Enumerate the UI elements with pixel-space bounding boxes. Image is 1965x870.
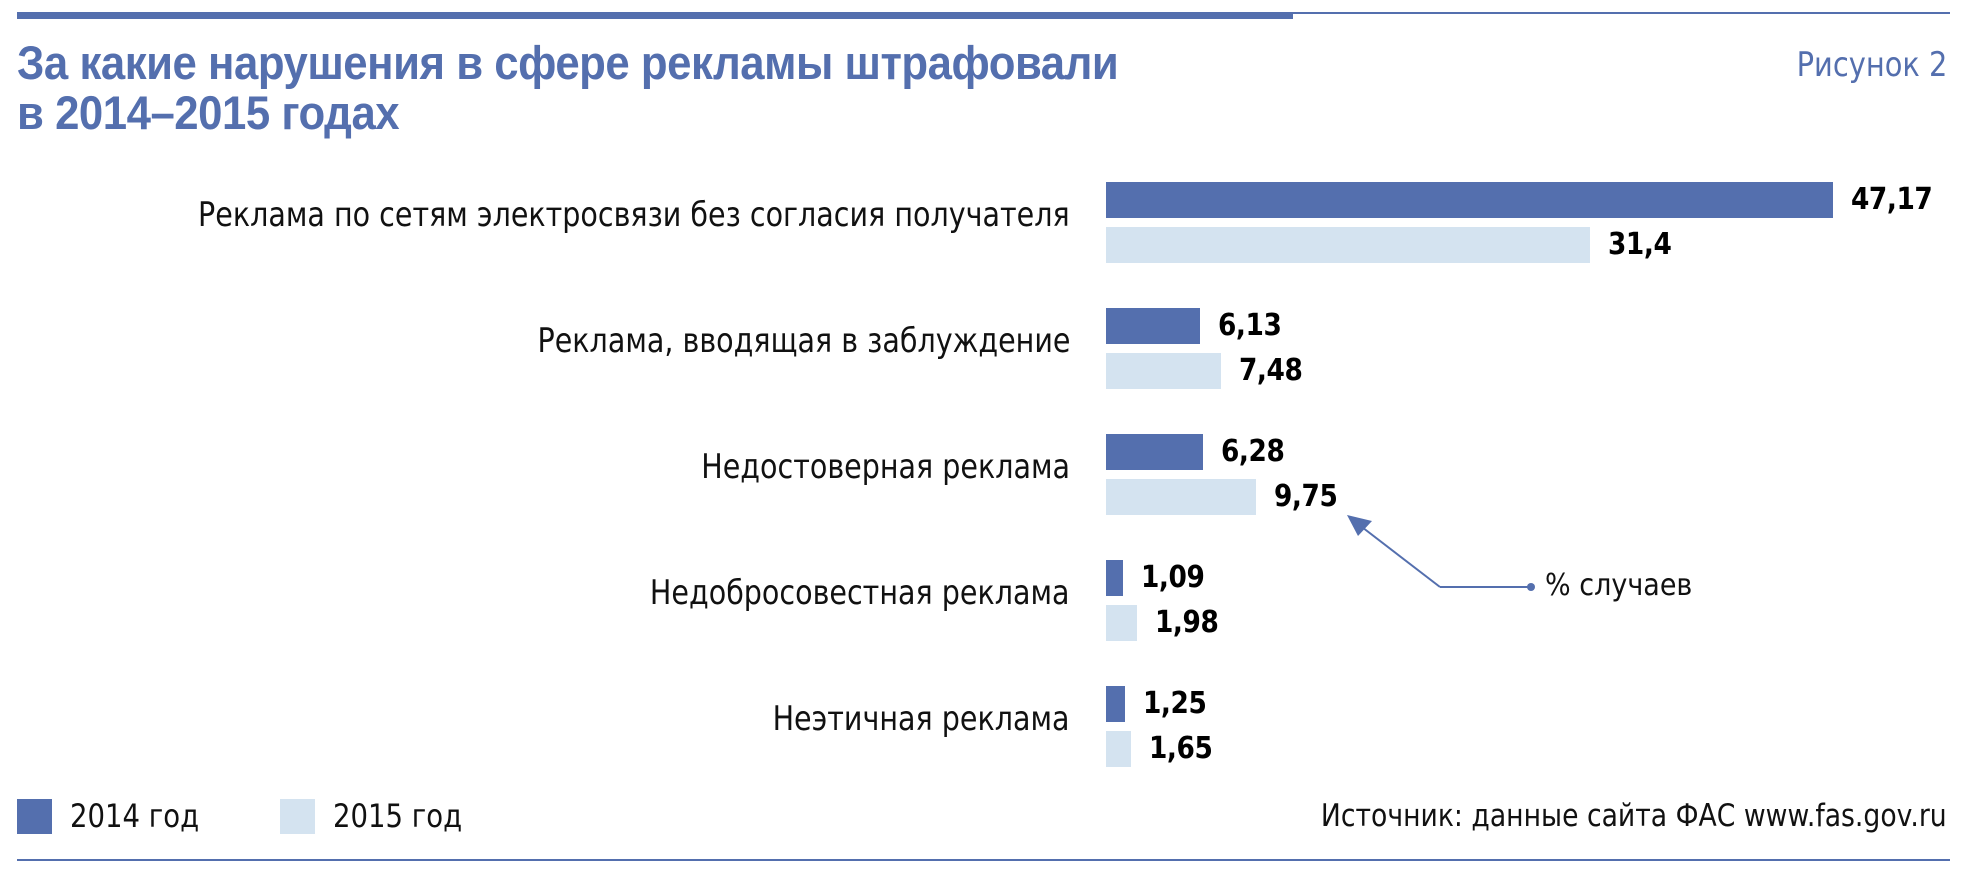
chart-title-line-2: в 2014–2015 годах (17, 86, 400, 139)
bar-value-label: 7,48 (1239, 353, 1303, 388)
bar-2014 (1106, 686, 1126, 722)
bar-2015 (1106, 479, 1257, 515)
bar-value-label: 9,75 (1274, 479, 1338, 514)
category-label: Недобросовестная реклама (650, 573, 1070, 613)
bar-value-label: 1,09 (1140, 560, 1205, 595)
bar-value-label: 6,28 (1220, 434, 1285, 469)
bar-value-label: 1,98 (1154, 605, 1219, 640)
bar-2014 (1106, 308, 1201, 344)
chart-title-line-1: За какие нарушения в сфере рекламы штраф… (17, 36, 1119, 89)
bar-2014 (1106, 560, 1123, 596)
bar-value-label: 1,25 (1143, 686, 1207, 721)
bar-2015 (1106, 605, 1137, 641)
bar-value-label: 47,17 (1851, 182, 1933, 217)
category-label: Реклама по сетям электросвязи без соглас… (198, 195, 1070, 235)
legend-swatch-2015 (280, 799, 315, 834)
legend-label-2015: 2015 год (333, 797, 463, 835)
bar-2015 (1106, 227, 1590, 263)
legend-swatch-2014 (17, 799, 52, 834)
bar-2014 (1106, 182, 1833, 218)
category-label: Недостоверная реклама (701, 447, 1070, 487)
bar-2015 (1106, 353, 1222, 389)
bar-value-label: 6,13 (1218, 308, 1282, 343)
category-label: Реклама, вводящая в заблуждение (537, 321, 1070, 361)
category-label: Неэтичная реклама (773, 699, 1070, 739)
bar-2014 (1106, 434, 1203, 470)
bar-value-label: 1,65 (1149, 731, 1213, 766)
source-note: Источник: данные сайта ФАС www.fas.gov.r… (1321, 798, 1947, 834)
chart-title: За какие нарушения в сфере рекламы штраф… (17, 38, 1226, 138)
top-rule-thick (17, 12, 1293, 19)
annotation-label: % случаев (1545, 568, 1693, 603)
bar-value-label: 31,4 (1607, 227, 1672, 262)
top-rule-thin (1293, 12, 1950, 14)
figure-label: Рисунок 2 (1796, 45, 1947, 85)
bar-2015 (1106, 731, 1132, 767)
bottom-rule (17, 859, 1950, 861)
legend-label-2014: 2014 год (70, 797, 200, 835)
